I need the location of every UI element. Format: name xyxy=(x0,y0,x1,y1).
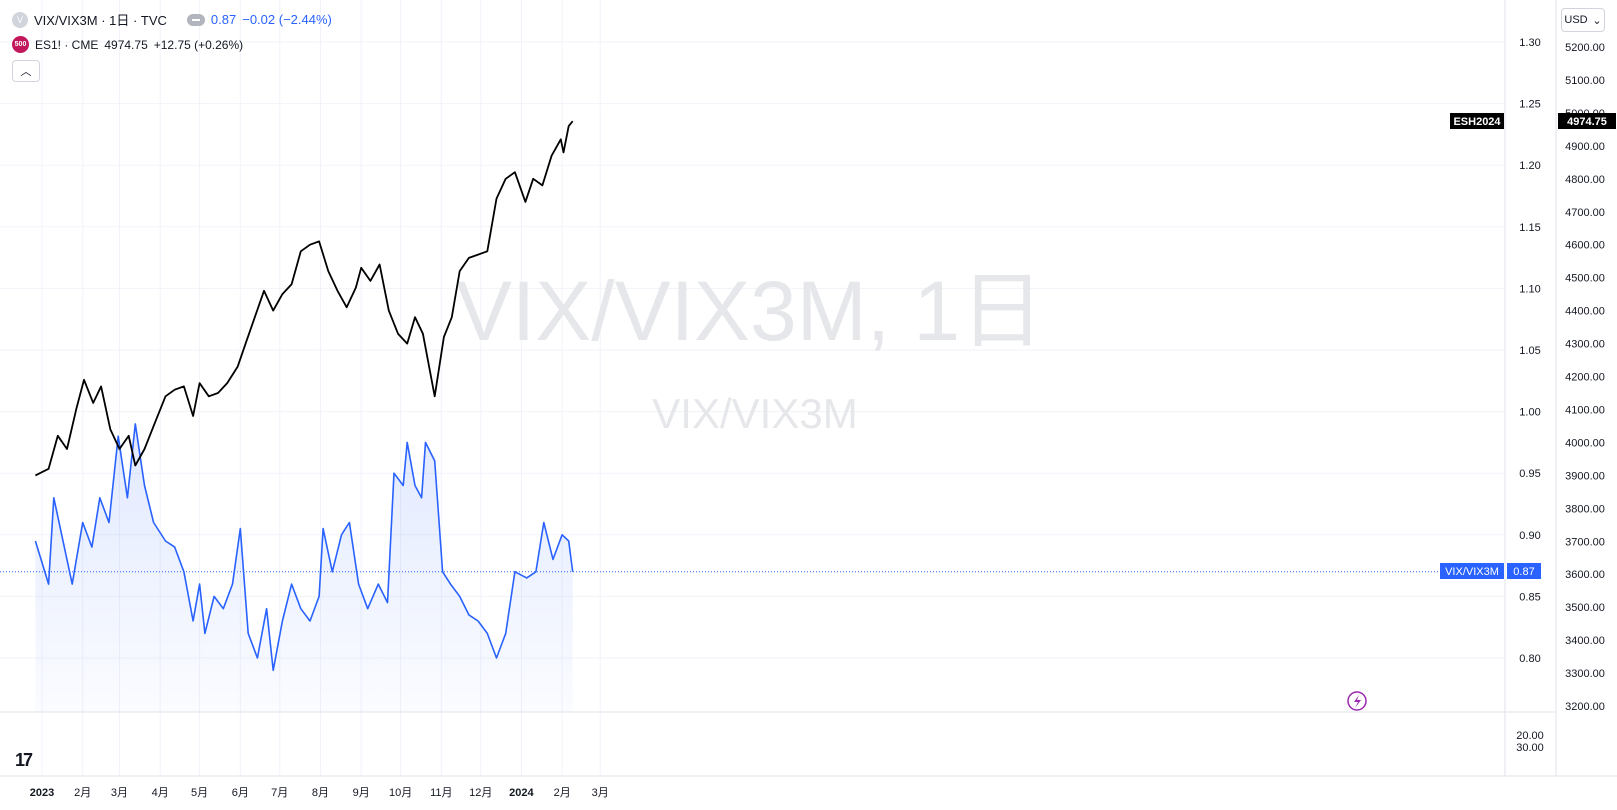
chevron-down-icon: ⌄ xyxy=(1592,14,1602,27)
time-tick-label: 12月 xyxy=(469,787,492,799)
main-last-value: 0.87 xyxy=(210,12,237,27)
left-scale-tick-label: 1.15 xyxy=(1519,222,1540,234)
sp500-logo-icon: 500 xyxy=(12,36,29,53)
left-scale-tick-label: 1.20 xyxy=(1519,160,1540,172)
right-scale-tick-label: 3200.00 xyxy=(1565,701,1605,713)
left-scale-tick-label: 0.85 xyxy=(1519,591,1540,603)
time-tick-label: 7月 xyxy=(271,787,288,799)
right-scale-tick-label: 4800.00 xyxy=(1565,174,1605,186)
time-tick-label: 11月 xyxy=(430,787,452,799)
right-scale-tick-label: 4400.00 xyxy=(1565,306,1605,318)
main-legend: V VIX/VIX3M · 1日 · TVC 0.87 −0.02 (−2.44… xyxy=(12,10,332,29)
time-tick-label: 8月 xyxy=(312,787,329,799)
watermark-title: VIX/VIX3M, 1日 xyxy=(456,264,1044,358)
time-tick-label: 6月 xyxy=(232,787,249,799)
right-scale-tick-label: 4500.00 xyxy=(1565,273,1605,285)
symbol-logo-icon: V xyxy=(12,11,28,28)
time-tick-label: 2024 xyxy=(509,787,534,799)
left-scale-tick-label: 0.80 xyxy=(1519,653,1540,665)
lightning-glyph xyxy=(1354,695,1361,708)
lower-pane-tick-label: 30.00 xyxy=(1516,742,1544,754)
right-scale-tick-label: 4200.00 xyxy=(1565,372,1605,384)
watermark-subtitle: VIX/VIX3M xyxy=(652,390,857,437)
right-scale-tick-label: 4300.00 xyxy=(1565,339,1605,351)
right-scale-tick-label: 3600.00 xyxy=(1565,569,1605,581)
vix-tag-bg xyxy=(1440,563,1504,579)
right-scale-tick-label: 3400.00 xyxy=(1565,635,1605,647)
right-scale-tick-label: 4100.00 xyxy=(1565,404,1605,416)
left-scale-tick-label: 0.95 xyxy=(1519,468,1540,480)
axes-layer: 2023 2月 3月 4月 5月 6月 7月 8月 9月 10月 11月 12月 2024 2月 3月 1.3… xyxy=(30,37,1605,799)
left-scale-tick-label: 1.00 xyxy=(1519,407,1540,419)
collapse-legend-button[interactable]: ︿ xyxy=(12,60,40,82)
vix-area-fill xyxy=(35,423,573,712)
es-line xyxy=(34,120,574,477)
left-scale-tick-label: 1.05 xyxy=(1519,345,1540,357)
es-tag-label: ESH2024 xyxy=(1453,116,1501,128)
right-scale-tick-label: 4700.00 xyxy=(1565,207,1605,219)
es-price-label: 4974.75 xyxy=(1567,116,1607,128)
right-scale-tick-label: 3300.00 xyxy=(1565,668,1605,680)
compare-legend: 500 ES1! · CME 4974.75 +12.75 (+0.26%) xyxy=(12,36,243,53)
lower-pane-tick-label: 20.00 xyxy=(1516,730,1544,742)
left-scale-tick-label: 1.10 xyxy=(1519,283,1540,295)
compare-last-value: 4974.75 xyxy=(104,37,148,52)
right-scale-tick-label: 3900.00 xyxy=(1565,470,1605,482)
right-scale-tick-label: 5200.00 xyxy=(1565,42,1605,54)
eye-toggle-icon[interactable] xyxy=(186,13,205,26)
vix-price-bg xyxy=(1507,563,1541,579)
currency-selector[interactable]: USD ⌄ xyxy=(1561,8,1605,32)
time-tick-label: 2月 xyxy=(74,787,91,799)
right-scale-tick-label: 4000.00 xyxy=(1565,437,1605,449)
main-change-value: −0.02 (−2.44%) xyxy=(242,12,332,27)
chevron-up-icon: ︿ xyxy=(20,66,32,78)
es-price-bg xyxy=(1558,113,1616,129)
left-scale-tick-label: 0.90 xyxy=(1519,530,1540,542)
right-scale-tick-label: 3800.00 xyxy=(1565,503,1605,515)
vix-tag-label: VIX/VIX3M xyxy=(1445,566,1499,578)
time-tick-label: 2月 xyxy=(554,787,571,799)
time-tick-label: 3月 xyxy=(111,787,128,799)
time-tick-label: 10月 xyxy=(389,787,412,799)
series-layer xyxy=(0,120,1505,712)
main-symbol-title[interactable]: VIX/VIX3M · 1日 · TVC xyxy=(34,13,167,28)
right-scale-tick-label: 3500.00 xyxy=(1565,602,1605,614)
currency-label: USD xyxy=(1564,14,1588,26)
right-scale-tick-label: 5100.00 xyxy=(1565,75,1605,87)
compare-symbol-title[interactable]: ES1! · CME xyxy=(35,37,99,52)
time-tick-label: 5月 xyxy=(191,787,208,799)
time-tick-label: 3月 xyxy=(592,787,609,799)
vix-line xyxy=(34,423,574,672)
time-tick-label: 9月 xyxy=(353,787,370,799)
vix-price-label: 0.87 xyxy=(1513,566,1534,578)
lightning-icon[interactable] xyxy=(1347,691,1367,711)
left-scale-tick-label: 1.30 xyxy=(1519,37,1540,49)
right-scale-tick-label: 3700.00 xyxy=(1565,536,1605,548)
es-tag-bg xyxy=(1450,113,1504,129)
right-scale-tick-label: 4900.00 xyxy=(1565,141,1605,153)
tradingview-logo[interactable]: 17 xyxy=(15,750,33,770)
time-tick-label: 2023 xyxy=(30,787,54,799)
left-scale-tick-label: 1.25 xyxy=(1519,99,1540,111)
right-scale-tick-label: 4600.00 xyxy=(1565,240,1605,252)
compare-change-value: +12.75 (+0.26%) xyxy=(153,37,244,52)
time-tick-label: 4月 xyxy=(152,787,169,799)
